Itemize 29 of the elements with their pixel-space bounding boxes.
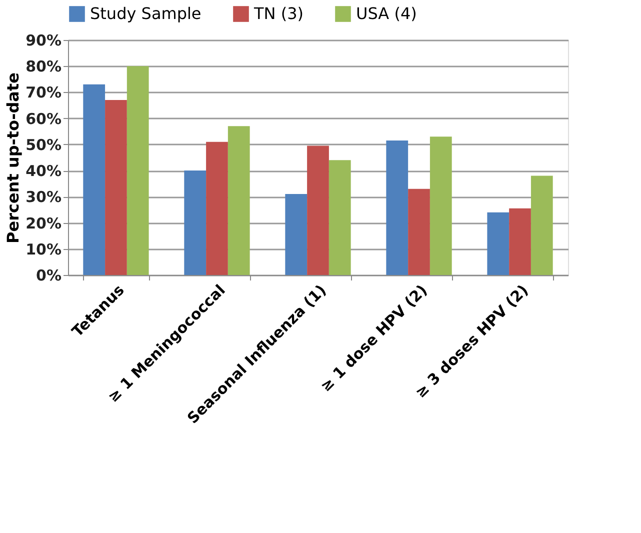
legend-label: Study Sample <box>90 4 202 23</box>
bar <box>487 212 510 275</box>
bar <box>228 126 250 275</box>
bar <box>386 140 408 275</box>
bar <box>530 176 553 275</box>
y-tick-label: 80% <box>26 58 62 76</box>
bar <box>408 188 430 275</box>
bar <box>184 170 206 275</box>
bar <box>105 100 127 275</box>
bar <box>307 146 329 275</box>
bar <box>285 194 308 275</box>
y-tick-label: 90% <box>26 32 62 50</box>
y-tick-label: 10% <box>26 240 62 258</box>
y-tick-label: 50% <box>26 136 62 154</box>
y-tick-label: 40% <box>26 162 62 180</box>
bar <box>430 136 452 275</box>
bar <box>509 208 531 275</box>
y-tick-label: 70% <box>26 84 62 102</box>
y-tick-label: 0% <box>36 266 62 284</box>
legend-label: USA (4) <box>356 4 417 23</box>
y-axis-title: Percent up-to-date <box>4 72 23 244</box>
bar <box>83 84 106 275</box>
bar <box>328 160 351 275</box>
y-tick-label: 20% <box>26 214 62 232</box>
y-tick-label: 60% <box>26 110 62 128</box>
bar <box>206 142 228 275</box>
legend-label: TN (3) <box>253 4 304 23</box>
y-tick-label: 30% <box>26 188 62 206</box>
bar <box>126 66 149 275</box>
